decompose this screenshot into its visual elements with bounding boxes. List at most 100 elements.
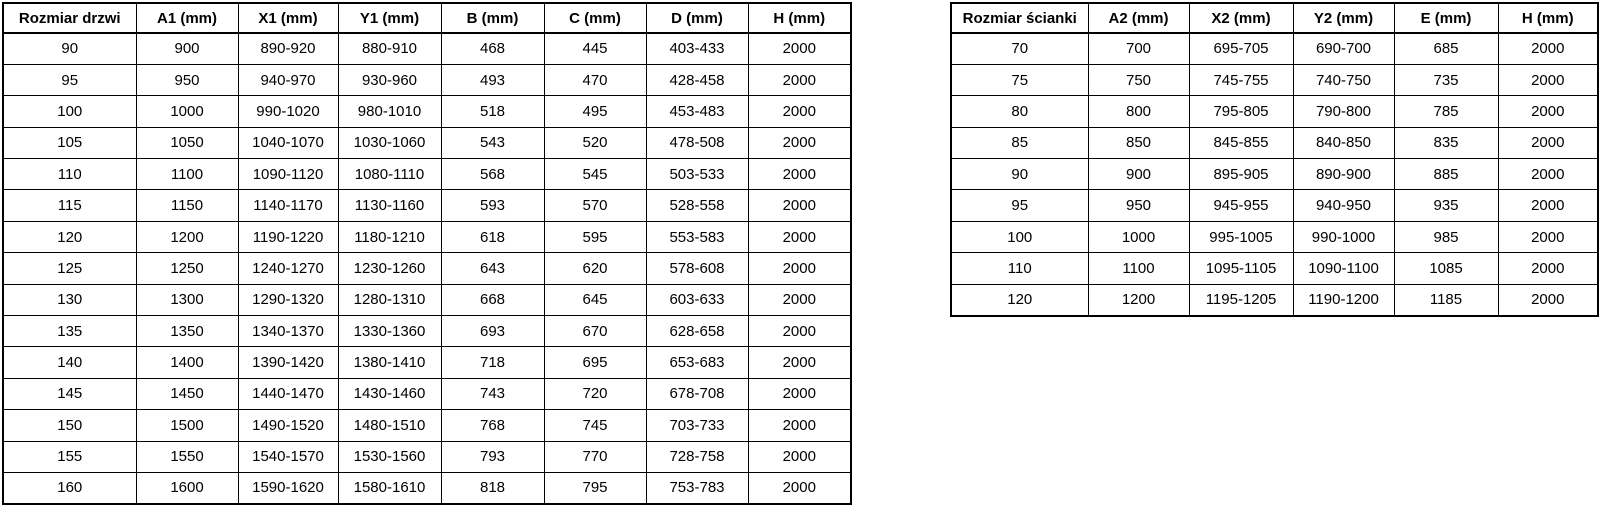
- table-cell: 1440-1470: [237, 377, 339, 411]
- table-cell: 2000: [1497, 252, 1599, 285]
- table-cell: 1200: [1087, 283, 1190, 317]
- table-cell: 1130-1160: [337, 189, 442, 222]
- table-cell: 1140-1170: [237, 189, 339, 222]
- table-cell: 1350: [135, 315, 239, 348]
- table-cell: 750: [1087, 63, 1190, 97]
- table-cell: 768: [440, 409, 545, 442]
- table-cell: 728-758: [645, 440, 749, 473]
- table-cell: 2000: [747, 346, 852, 379]
- table-cell: 105: [2, 126, 137, 160]
- table-cell: 2000: [747, 95, 852, 128]
- table-cell: 720: [543, 377, 647, 411]
- table-cell: 1480-1510: [337, 409, 442, 442]
- table-cell: 95: [2, 63, 137, 97]
- table-cell: 678-708: [645, 377, 749, 411]
- table-row: 110 1100 1090-1120 1080-1110 568 545 503-533 20…: [2, 158, 852, 191]
- table-cell: 75: [950, 63, 1089, 97]
- table-cell: 2000: [1497, 189, 1599, 222]
- table-cell: 793: [440, 440, 545, 473]
- table-row: 100 1000 990-1020 980-1010 518 495 453-483 2000: [2, 95, 852, 128]
- table-cell: 445: [543, 32, 647, 65]
- table-cell: 70: [950, 32, 1089, 65]
- table-cell: 890-920: [237, 32, 339, 65]
- table-cell: 100: [2, 95, 137, 128]
- table-cell: 795-805: [1188, 95, 1294, 128]
- table-cell: 1040-1070: [237, 126, 339, 160]
- table-cell: 2000: [747, 283, 852, 317]
- table-cell: 545: [543, 158, 647, 191]
- table-row: 80 800 795-805 790-800 785 2000: [950, 95, 1599, 128]
- table-cell: 1340-1370: [237, 315, 339, 348]
- table-cell: 130: [2, 283, 137, 317]
- table-cell: 80: [950, 95, 1089, 128]
- table-row: 70 700 695-705 690-700 685 2000: [950, 32, 1599, 65]
- table-cell: 1540-1570: [237, 440, 339, 473]
- table-cell: 543: [440, 126, 545, 160]
- table-cell: 940-970: [237, 63, 339, 97]
- table-cell: 1230-1260: [337, 252, 442, 285]
- table-row: 110 1100 1095-1105 1090-1100 1085 2000: [950, 252, 1599, 285]
- table-cell: 2000: [747, 220, 852, 254]
- column-header: H (mm): [1497, 2, 1599, 34]
- table-cell: 100: [950, 220, 1089, 254]
- table-cell: 745-755: [1188, 63, 1294, 97]
- table-row: 95 950 945-955 940-950 935 2000: [950, 189, 1599, 222]
- table-cell: 885: [1393, 158, 1499, 191]
- table-cell: 668: [440, 283, 545, 317]
- table-cell: 2000: [747, 126, 852, 160]
- table-cell: 470: [543, 63, 647, 97]
- column-header: E (mm): [1393, 2, 1499, 34]
- table-cell: 753-783: [645, 471, 749, 505]
- table-cell: 790-800: [1292, 95, 1395, 128]
- table-row: 120 1200 1190-1220 1180-1210 618 595 553-583 20…: [2, 220, 852, 254]
- table-cell: 2000: [747, 63, 852, 97]
- table-cell: 1380-1410: [337, 346, 442, 379]
- table-row: 140 1400 1390-1420 1380-1410 718 695 653-683 20…: [2, 346, 852, 379]
- table-cell: 695-705: [1188, 32, 1294, 65]
- table-cell: 595: [543, 220, 647, 254]
- column-header: D (mm): [645, 2, 749, 34]
- table-cell: 1590-1620: [237, 471, 339, 505]
- table-cell: 1280-1310: [337, 283, 442, 317]
- table-cell: 930-960: [337, 63, 442, 97]
- table-cell: 845-855: [1188, 126, 1294, 160]
- table-cell: 150: [2, 409, 137, 442]
- table-cell: 155: [2, 440, 137, 473]
- table-cell: 945-955: [1188, 189, 1294, 222]
- table-cell: 618: [440, 220, 545, 254]
- table-cell: 2000: [747, 471, 852, 505]
- table-cell: 528-558: [645, 189, 749, 222]
- table-cell: 745: [543, 409, 647, 442]
- column-header: B (mm): [440, 2, 545, 34]
- table-cell: 1090-1100: [1292, 252, 1395, 285]
- table-cell: 1530-1560: [337, 440, 442, 473]
- table-row: 115 1150 1140-1170 1130-1160 593 570 528-558 20…: [2, 189, 852, 222]
- table-cell: 900: [135, 32, 239, 65]
- table-cell: 1580-1610: [337, 471, 442, 505]
- table-cell: 90: [2, 32, 137, 65]
- table-cell: 520: [543, 126, 647, 160]
- table-row: 90 900 895-905 890-900 885 2000: [950, 158, 1599, 191]
- table-cell: 140: [2, 346, 137, 379]
- table-cell: 1180-1210: [337, 220, 442, 254]
- table-cell: 950: [1087, 189, 1190, 222]
- table-cell: 1400: [135, 346, 239, 379]
- table-cell: 785: [1393, 95, 1499, 128]
- table-cell: 125: [2, 252, 137, 285]
- table-cell: 940-950: [1292, 189, 1395, 222]
- table-cell: 1195-1205: [1188, 283, 1294, 317]
- table-cell: 1250: [135, 252, 239, 285]
- table-row: 85 850 845-855 840-850 835 2000: [950, 126, 1599, 160]
- table-row: 135 1350 1340-1370 1330-1360 693 670 628-658 20…: [2, 315, 852, 348]
- column-header: H (mm): [747, 2, 852, 34]
- table-cell: 1100: [135, 158, 239, 191]
- table-cell: 653-683: [645, 346, 749, 379]
- table-row: 95 950 940-970 930-960 493 470 428-458 2000: [2, 63, 852, 97]
- table-row: 105 1050 1040-1070 1030-1060 543 520 478-508 20…: [2, 126, 852, 160]
- table-cell: 1190-1220: [237, 220, 339, 254]
- table-cell: 2000: [747, 252, 852, 285]
- table-cell: 85: [950, 126, 1089, 160]
- table-cell: 735: [1393, 63, 1499, 97]
- table-cell: 1200: [135, 220, 239, 254]
- table-cell: 1030-1060: [337, 126, 442, 160]
